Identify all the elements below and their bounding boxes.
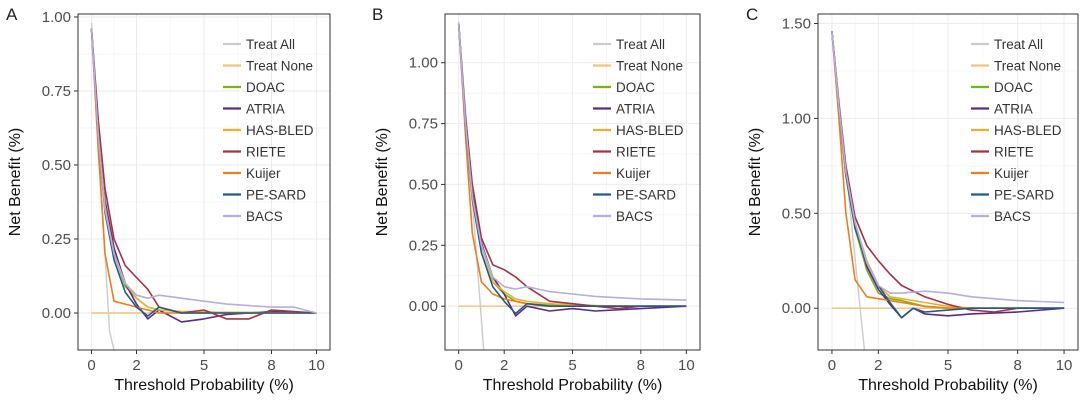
legend-label: Treat All xyxy=(616,37,665,52)
series-line-bacs xyxy=(457,23,687,301)
x-tick-label: 5 xyxy=(568,357,576,374)
y-axis-title: Net Benefit (%) xyxy=(374,128,391,236)
x-axis-title: Threshold Probability (%) xyxy=(483,377,663,394)
y-tick-label: 0.50 xyxy=(409,176,438,193)
legend-label: BACS xyxy=(616,209,653,224)
legend-label: Treat None xyxy=(616,59,683,74)
x-tick-label: 10 xyxy=(1056,357,1073,374)
legend-label: ATRIA xyxy=(246,102,285,117)
x-tick-label: 0 xyxy=(87,357,95,374)
x-tick-label: 8 xyxy=(267,357,275,374)
legend-label: PE-SARD xyxy=(994,188,1054,203)
x-tick-label: 2 xyxy=(132,357,140,374)
x-tick-label: 10 xyxy=(308,357,325,374)
legend-label: Treat All xyxy=(994,37,1043,52)
series-group xyxy=(90,22,317,350)
legend-label: Kuijer xyxy=(616,166,651,181)
x-tick-label: 2 xyxy=(500,357,508,374)
legend: Treat All Treat None DOAC ATRIA HAS-BLED RIET… xyxy=(593,37,684,224)
series-group xyxy=(457,21,687,350)
y-tick-label: 0.25 xyxy=(409,237,438,254)
legend-label: BACS xyxy=(994,209,1031,224)
x-tick-label: 0 xyxy=(828,357,836,374)
panel-a: A 0 2 5 8 10 0.00 0.25 0.50 0.75 1.00 Threshold Pro… xyxy=(6,5,331,394)
series-line-bacs xyxy=(90,28,317,314)
x-axis-title: Threshold Probability (%) xyxy=(114,377,294,394)
y-tick-label: 1.00 xyxy=(409,55,438,72)
legend-label: BACS xyxy=(246,209,283,224)
legend-label: PE-SARD xyxy=(246,188,306,203)
y-axis-title: Net Benefit (%) xyxy=(747,128,764,236)
legend-label: HAS-BLED xyxy=(246,123,314,138)
legend-label: RIETE xyxy=(616,145,656,160)
y-tick-label: 0.00 xyxy=(782,300,811,317)
panel-letter: C xyxy=(746,5,758,24)
y-tick-label: 0.75 xyxy=(42,83,71,100)
legend-label: Kuijer xyxy=(246,166,281,181)
y-tick-label: 1.00 xyxy=(782,110,811,127)
x-tick-label: 0 xyxy=(454,357,462,374)
panel-c: C 0 2 5 8 10 0.00 0.50 1.00 1.50 Threshold Probabi… xyxy=(746,5,1079,394)
series-line-riete xyxy=(831,31,1065,313)
y-tick-label: 0.00 xyxy=(42,305,71,322)
y-tick-label: 0.50 xyxy=(782,205,811,222)
x-tick-label: 5 xyxy=(944,357,952,374)
x-tick-label: 2 xyxy=(874,357,882,374)
series-group xyxy=(831,31,1065,350)
panel-b: B 0 2 5 8 10 0.00 0.25 0.50 0.75 1.00 Threshold Pro… xyxy=(372,5,701,394)
legend-label: HAS-BLED xyxy=(994,123,1062,138)
y-axis-title: Net Benefit (%) xyxy=(7,128,24,236)
x-tick-label: 8 xyxy=(637,357,645,374)
series-line-riete xyxy=(90,28,317,320)
legend: Treat All Treat None DOAC ATRIA HAS-BLED RIET… xyxy=(971,37,1062,224)
y-tick-label: 0.50 xyxy=(42,157,71,174)
legend-label: DOAC xyxy=(616,80,655,95)
legend: Treat All Treat None DOAC ATRIA HAS-BLED RIET… xyxy=(223,37,314,224)
legend-label: Treat All xyxy=(246,37,295,52)
panel-letter: A xyxy=(6,5,18,24)
y-tick-label: 0.00 xyxy=(409,298,438,315)
legend-label: DOAC xyxy=(994,80,1033,95)
legend-label: PE-SARD xyxy=(616,188,676,203)
legend-label: HAS-BLED xyxy=(616,123,684,138)
legend-label: Treat None xyxy=(994,59,1061,74)
y-tick-label: 0.25 xyxy=(42,231,71,248)
legend-label: Treat None xyxy=(246,59,313,74)
y-tick-label: 1.50 xyxy=(782,15,811,32)
y-tick-label: 1.00 xyxy=(42,9,71,26)
panel-letter: B xyxy=(372,5,383,24)
legend-label: RIETE xyxy=(994,145,1034,160)
legend-label: Kuijer xyxy=(994,166,1029,181)
x-tick-label: 10 xyxy=(678,357,695,374)
x-axis-title: Threshold Probability (%) xyxy=(858,377,1038,394)
x-tick-label: 5 xyxy=(200,357,208,374)
series-line-bacs xyxy=(831,31,1065,304)
y-tick-label: 0.75 xyxy=(409,116,438,133)
legend-label: RIETE xyxy=(246,145,286,160)
series-line-riete xyxy=(457,23,687,310)
legend-label: DOAC xyxy=(246,80,285,95)
legend-label: ATRIA xyxy=(994,102,1033,117)
x-tick-label: 8 xyxy=(1013,357,1021,374)
legend-label: ATRIA xyxy=(616,102,655,117)
